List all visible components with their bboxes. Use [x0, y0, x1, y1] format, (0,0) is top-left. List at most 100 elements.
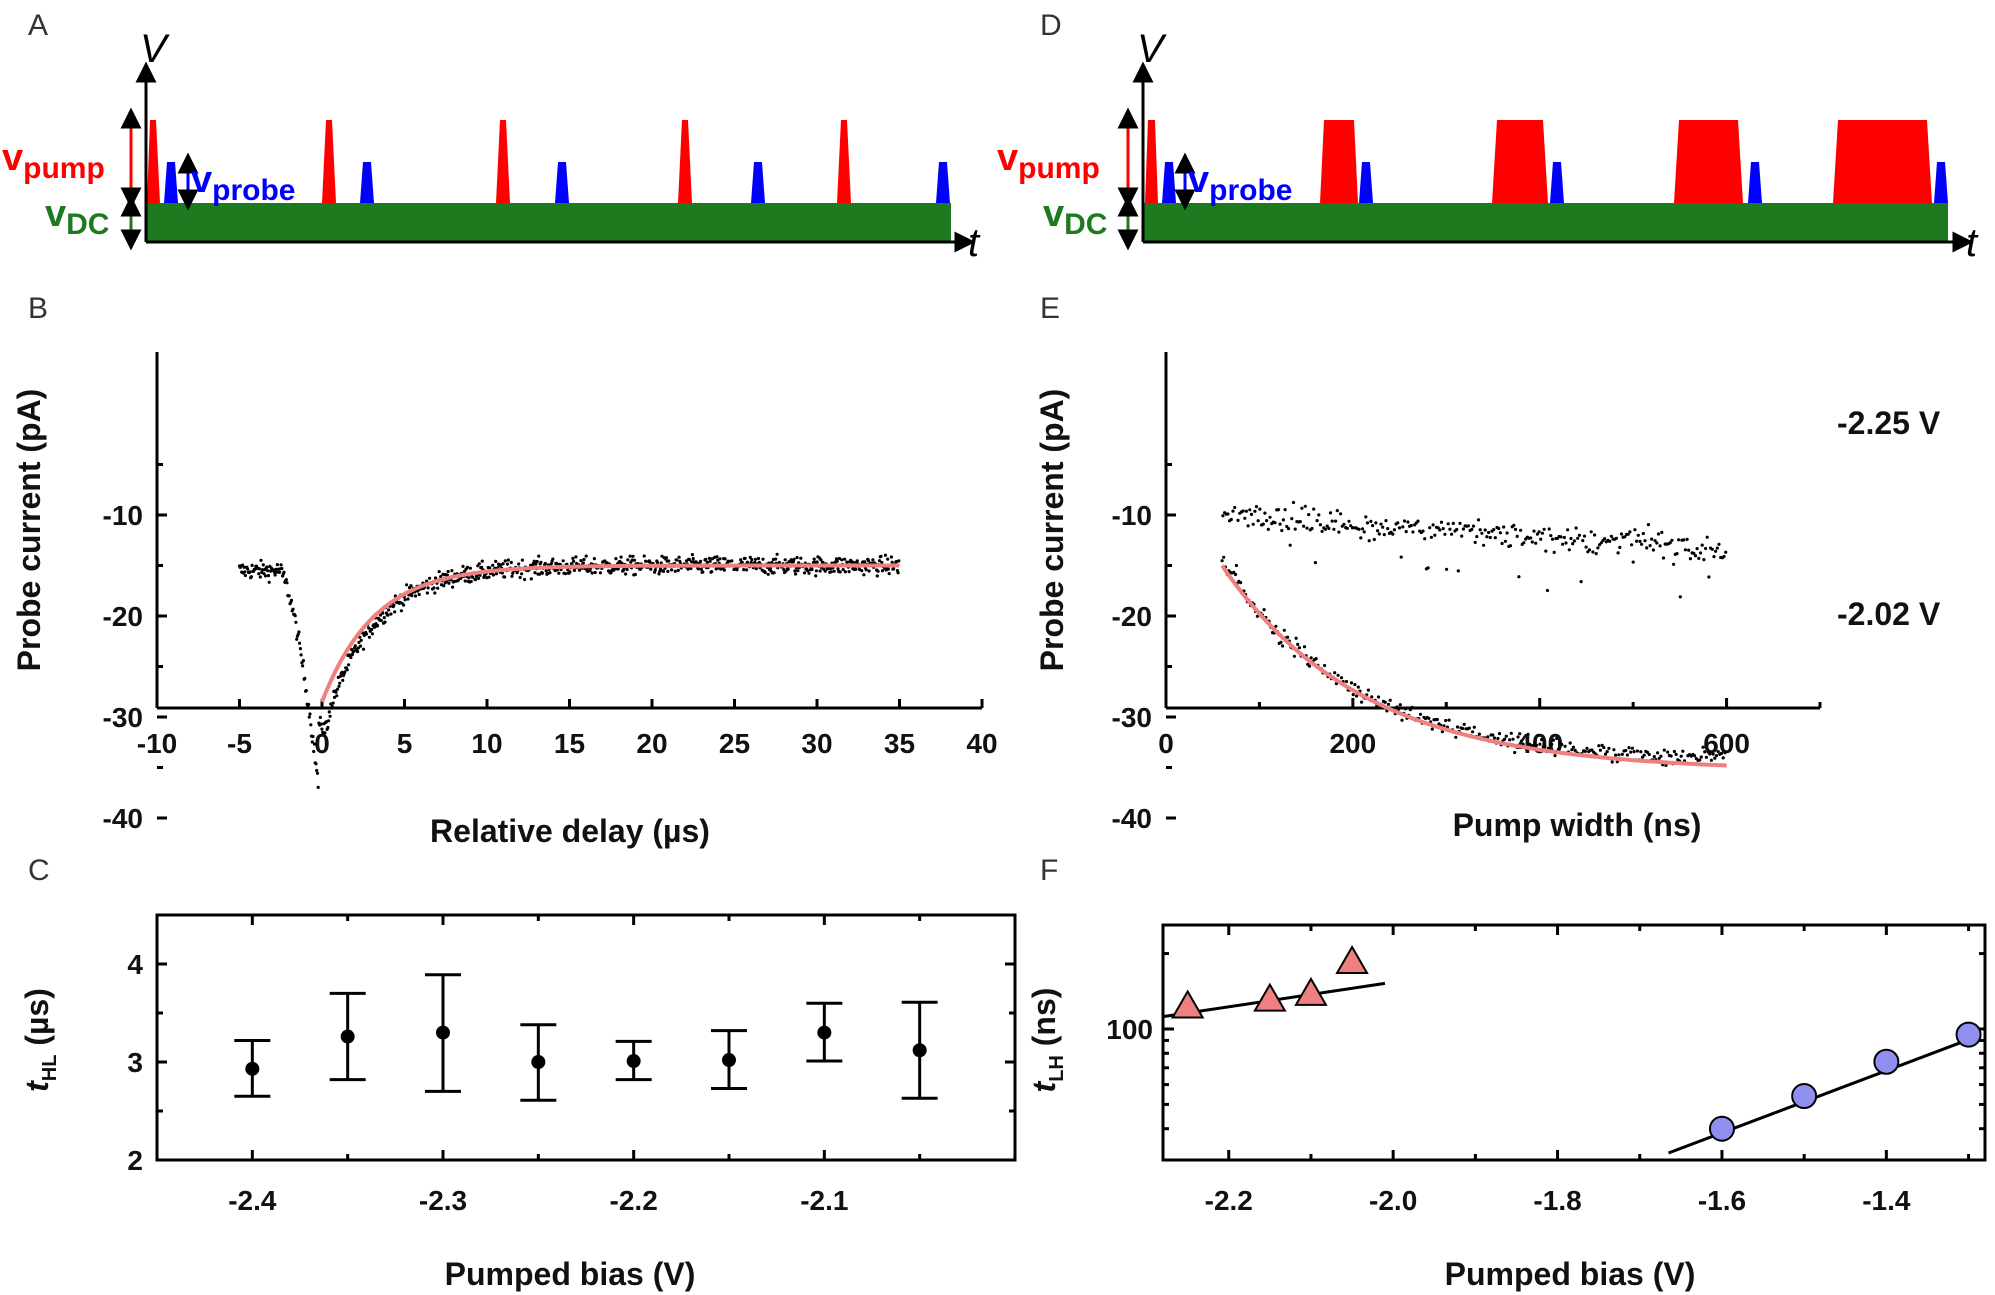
data-point [1447, 718, 1451, 722]
triangle-marker [1170, 989, 1205, 1019]
data-point [1471, 524, 1476, 528]
data-point [1539, 537, 1543, 541]
data-point [1590, 748, 1594, 752]
y-tick-label: -20 [1112, 601, 1152, 632]
data-point [299, 653, 303, 657]
y-tick-label: -40 [1112, 803, 1152, 834]
data-point [889, 555, 894, 559]
y-tick-label: 2 [127, 1145, 143, 1176]
data-point [619, 555, 623, 559]
y-tick-label: 4 [127, 949, 143, 980]
data-point [1717, 542, 1721, 546]
circle-marker [1708, 1115, 1735, 1142]
data-point [1226, 512, 1230, 516]
data-point [1701, 745, 1705, 749]
data-point [413, 594, 418, 598]
data-point [579, 559, 583, 563]
y-tick-label: -30 [103, 702, 143, 733]
data-point [821, 560, 825, 565]
data-point [730, 559, 734, 563]
data-point [308, 712, 312, 716]
data-point [243, 573, 247, 578]
data-point [1421, 529, 1425, 533]
data-point [334, 690, 338, 694]
data-point [266, 574, 271, 578]
data-point [1364, 515, 1368, 519]
x-tick-label: 200 [1329, 728, 1376, 759]
data-point [1327, 526, 1331, 531]
data-point [1500, 541, 1504, 546]
y-tick-label: -20 [103, 601, 143, 632]
data-point [708, 559, 712, 563]
data-point [1248, 508, 1252, 512]
x-tick-label: 15 [554, 728, 585, 759]
x-tick-label: 0 [314, 728, 330, 759]
data-point [298, 647, 302, 651]
data-point [867, 569, 871, 573]
data-point [1549, 534, 1553, 538]
data-point [1266, 527, 1270, 532]
data-point [1624, 748, 1628, 753]
data-point [812, 557, 816, 561]
x-tick-label: 40 [966, 728, 997, 759]
data-point [1656, 532, 1661, 536]
data-point [1682, 538, 1686, 542]
data-point [750, 558, 754, 562]
data-point [1614, 753, 1618, 757]
data-point [854, 567, 858, 571]
data-point [307, 715, 311, 719]
data-point [399, 609, 403, 613]
data-point [1711, 752, 1715, 756]
data-point [409, 584, 413, 588]
data-point [320, 727, 324, 731]
data-point [1576, 536, 1580, 540]
data-point [1594, 552, 1598, 556]
data-point [433, 591, 437, 595]
x-axis-title: Relative delay (µs) [430, 813, 710, 849]
data-point [540, 571, 545, 575]
x-tick-label: -10 [137, 728, 177, 759]
data-point [657, 572, 661, 576]
error-bar-point [329, 991, 366, 1082]
data-point [1569, 536, 1573, 541]
data-point [1288, 543, 1292, 547]
data-point [518, 575, 522, 580]
data-point [358, 644, 363, 648]
x-tick-label: 10 [471, 728, 502, 759]
data-point [312, 742, 317, 746]
data-point [335, 694, 339, 698]
data-point [1392, 528, 1396, 532]
x-tick-label: 5 [397, 728, 413, 759]
data-point [1582, 534, 1587, 538]
data-point [1602, 745, 1606, 750]
pump-pulse [1320, 120, 1358, 203]
data-point [1551, 738, 1555, 742]
data-point [1399, 555, 1403, 559]
data-point [1564, 541, 1568, 545]
data-point [1435, 717, 1439, 722]
data-point [1263, 511, 1267, 515]
data-point [1518, 732, 1522, 736]
data-point [487, 575, 491, 579]
data-point [1652, 755, 1656, 759]
data-point [376, 624, 380, 628]
data-point [1536, 733, 1540, 737]
probe-label: vprobe [191, 159, 295, 207]
data-point [1249, 512, 1254, 517]
data-point [814, 569, 819, 573]
data-point [537, 572, 542, 576]
data-point [1482, 543, 1486, 547]
data-point [1589, 530, 1593, 534]
data-point [1709, 758, 1713, 762]
data-point [847, 570, 851, 574]
data-point [843, 570, 848, 574]
dc-bar [1143, 203, 1948, 242]
data-point [1244, 509, 1248, 513]
data-point [1603, 752, 1608, 756]
data-point [289, 598, 294, 603]
data-point [777, 560, 781, 565]
data-point [1286, 527, 1291, 531]
plot-frame [155, 913, 1017, 1162]
probe-pulse [1359, 162, 1373, 203]
data-point [266, 569, 270, 573]
